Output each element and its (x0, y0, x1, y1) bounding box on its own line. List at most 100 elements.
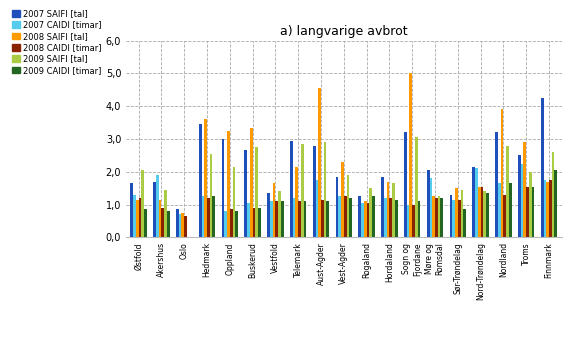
Bar (438, 196, 441, 237)
Bar (504, 195, 506, 237)
Bar (484, 192, 486, 237)
Bar (281, 201, 284, 237)
Bar (461, 190, 464, 237)
Bar (412, 204, 415, 237)
Bar (407, 204, 410, 237)
Bar (304, 201, 307, 237)
Bar (364, 201, 367, 237)
Bar (367, 203, 370, 237)
Bar (501, 109, 504, 237)
Bar (475, 168, 478, 237)
Bar (222, 139, 224, 237)
Bar (544, 180, 546, 237)
Bar (390, 198, 392, 237)
Bar (372, 196, 375, 237)
Bar (298, 201, 301, 237)
Bar (336, 177, 338, 237)
Bar (324, 142, 327, 237)
Title: a) langvarige avbrot: a) langvarige avbrot (280, 25, 407, 38)
Bar (546, 182, 549, 237)
Bar (384, 198, 387, 237)
Bar (182, 213, 184, 237)
Bar (410, 74, 412, 237)
Bar (450, 195, 452, 237)
Bar (478, 186, 481, 237)
Legend: 2007 SAIFI [tal], 2007 CAIDI [timar], 2008 SAIFI [tal], 2008 CAIDI [timar], 2009: 2007 SAIFI [tal], 2007 CAIDI [timar], 20… (10, 7, 103, 77)
Bar (370, 188, 372, 237)
Bar (301, 144, 304, 237)
Bar (204, 119, 207, 237)
Bar (395, 200, 398, 237)
Bar (270, 201, 273, 237)
Bar (521, 164, 524, 237)
Bar (278, 192, 281, 237)
Bar (250, 127, 253, 237)
Bar (452, 200, 455, 237)
Bar (435, 198, 438, 237)
Bar (472, 167, 475, 237)
Bar (247, 203, 250, 237)
Bar (509, 183, 512, 237)
Bar (273, 183, 276, 237)
Bar (316, 180, 318, 237)
Bar (464, 210, 466, 237)
Bar (236, 211, 238, 237)
Bar (341, 162, 344, 237)
Bar (347, 175, 350, 237)
Bar (131, 183, 133, 237)
Bar (227, 131, 230, 237)
Bar (481, 186, 484, 237)
Bar (233, 167, 236, 237)
Bar (139, 198, 142, 237)
Bar (290, 141, 293, 237)
Bar (529, 172, 532, 237)
Bar (136, 200, 139, 237)
Bar (327, 201, 329, 237)
Bar (267, 193, 270, 237)
Bar (293, 198, 296, 237)
Bar (210, 154, 213, 237)
Bar (455, 188, 458, 237)
Bar (207, 198, 210, 237)
Bar (142, 170, 144, 237)
Bar (230, 210, 233, 237)
Bar (387, 182, 390, 237)
Bar (159, 200, 162, 237)
Bar (427, 170, 430, 237)
Bar (495, 133, 498, 237)
Bar (162, 208, 164, 237)
Bar (199, 124, 202, 237)
Bar (321, 200, 324, 237)
Bar (404, 133, 407, 237)
Bar (555, 170, 557, 237)
Bar (167, 211, 170, 237)
Bar (176, 210, 179, 237)
Bar (552, 152, 555, 237)
Bar (506, 145, 509, 237)
Bar (361, 203, 364, 237)
Bar (392, 183, 395, 237)
Bar (381, 177, 384, 237)
Bar (313, 145, 316, 237)
Bar (415, 137, 418, 237)
Bar (256, 147, 258, 237)
Bar (441, 198, 443, 237)
Bar (524, 142, 526, 237)
Bar (486, 193, 489, 237)
Bar (179, 214, 182, 237)
Bar (350, 198, 352, 237)
Bar (245, 151, 247, 237)
Bar (358, 196, 361, 237)
Bar (184, 216, 187, 237)
Bar (164, 190, 167, 237)
Bar (202, 196, 204, 237)
Bar (133, 195, 136, 237)
Bar (318, 88, 321, 237)
Bar (432, 196, 435, 237)
Bar (549, 180, 552, 237)
Bar (276, 201, 278, 237)
Bar (213, 196, 215, 237)
Bar (144, 210, 147, 237)
Bar (156, 175, 159, 237)
Bar (541, 98, 544, 237)
